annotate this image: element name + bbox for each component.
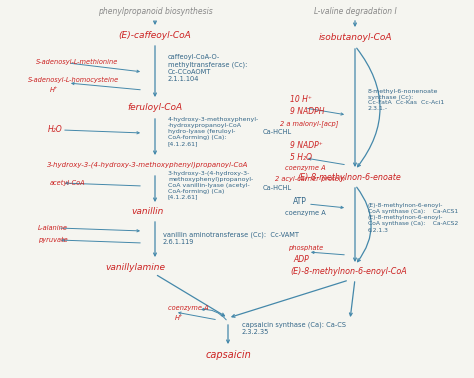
Text: H⁺: H⁺ bbox=[50, 87, 58, 93]
Text: phosphate: phosphate bbox=[288, 245, 323, 251]
Text: L-alanine: L-alanine bbox=[38, 225, 68, 231]
FancyArrowPatch shape bbox=[357, 48, 380, 167]
Text: vanillylamine: vanillylamine bbox=[105, 262, 165, 271]
Text: coenzyme A: coenzyme A bbox=[168, 305, 209, 311]
Text: pyruvate: pyruvate bbox=[38, 237, 68, 243]
Text: capsaicin: capsaicin bbox=[205, 350, 251, 360]
FancyArrowPatch shape bbox=[357, 187, 371, 262]
Text: isobutanoyl-CoA: isobutanoyl-CoA bbox=[318, 34, 392, 42]
Text: ATP: ATP bbox=[293, 197, 307, 206]
Text: capsaicin synthase (Ca): Ca-CS
2.3.2.35: capsaicin synthase (Ca): Ca-CS 2.3.2.35 bbox=[242, 321, 346, 335]
Text: Ca-HCHL: Ca-HCHL bbox=[263, 185, 292, 191]
Text: 9 NADPH: 9 NADPH bbox=[290, 107, 325, 116]
Text: Ca-HCHL: Ca-HCHL bbox=[263, 129, 292, 135]
Text: vanillin aminotransferase (Cc):  Cc-VAMT
2.6.1.119: vanillin aminotransferase (Cc): Cc-VAMT … bbox=[163, 231, 299, 245]
Text: caffeoyl-CoA-O-
methyltransferase (Cc):
Cc-CCoAOMT
2.1.1.104: caffeoyl-CoA-O- methyltransferase (Cc): … bbox=[168, 54, 247, 82]
Text: (E)-8-methylnon-6-enoate: (E)-8-methylnon-6-enoate bbox=[297, 174, 401, 183]
Text: coenzyme A: coenzyme A bbox=[285, 210, 326, 216]
Text: phenylpropanoid biosynthesis: phenylpropanoid biosynthesis bbox=[98, 8, 212, 17]
Text: 8-methyl-6-nonenoate
synthase (Cc):
Cc-FatA  Cc-Kas  Cc-Aci1
2.3.1.-: 8-methyl-6-nonenoate synthase (Cc): Cc-F… bbox=[368, 88, 444, 112]
Text: 9 NADP⁺: 9 NADP⁺ bbox=[290, 141, 323, 150]
Text: S-adenosyl-L-homocysteine: S-adenosyl-L-homocysteine bbox=[28, 77, 119, 83]
Text: (E)-8-methylnon-6-enoyl-
CoA synthase (Ca):    Ca-ACS1
(E)-8-methylnon-6-enoyl-
: (E)-8-methylnon-6-enoyl- CoA synthase (C… bbox=[368, 203, 458, 232]
Text: L-valine degradation I: L-valine degradation I bbox=[314, 8, 396, 17]
Text: H⁺: H⁺ bbox=[175, 315, 183, 321]
Text: S-adenosyl-L-methionine: S-adenosyl-L-methionine bbox=[36, 59, 118, 65]
Text: feruloyl-CoA: feruloyl-CoA bbox=[128, 104, 182, 113]
Text: acetyl-CoA: acetyl-CoA bbox=[50, 180, 86, 186]
Text: ADP: ADP bbox=[293, 256, 309, 265]
Text: 2 acyl-carrier protein: 2 acyl-carrier protein bbox=[275, 176, 345, 182]
Text: 2 a malonyl-[acp]: 2 a malonyl-[acp] bbox=[280, 121, 338, 127]
Text: 3-hydroxy-3-(4-hydroxy-3-methoxyphenyl)propanoyl-CoA: 3-hydroxy-3-(4-hydroxy-3-methoxyphenyl)p… bbox=[47, 162, 249, 168]
Text: coenzyme A: coenzyme A bbox=[285, 165, 326, 171]
Text: 5 H₂O: 5 H₂O bbox=[290, 152, 312, 161]
Text: 3-hydroxy-3-(4-hydroxy-3-
methoxyphenyl)propanoyl-
CoA vanillin-lyase (acetyl-
C: 3-hydroxy-3-(4-hydroxy-3- methoxyphenyl)… bbox=[168, 170, 253, 200]
Text: H₂O: H₂O bbox=[48, 125, 63, 135]
Text: 10 H⁺: 10 H⁺ bbox=[290, 96, 312, 104]
Text: (E)-8-methylnon-6-enoyl-CoA: (E)-8-methylnon-6-enoyl-CoA bbox=[291, 268, 407, 276]
Text: 4-hydroxy-3-methoxyphenyl-
-hydroxypropanoyl-CoA
hydro-lyase (feruloyl-
CoA-form: 4-hydroxy-3-methoxyphenyl- -hydroxypropa… bbox=[168, 118, 259, 147]
Text: (E)-caffeoyl-CoA: (E)-caffeoyl-CoA bbox=[118, 31, 191, 39]
Text: vanillin: vanillin bbox=[132, 208, 164, 217]
FancyArrowPatch shape bbox=[202, 308, 226, 320]
